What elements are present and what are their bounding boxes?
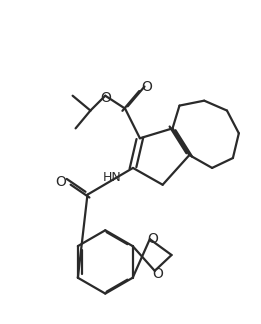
Text: HN: HN [103,171,122,184]
Text: O: O [152,267,163,281]
Text: O: O [147,232,158,246]
Text: O: O [100,91,111,105]
Text: O: O [55,175,66,189]
Text: O: O [141,80,152,94]
